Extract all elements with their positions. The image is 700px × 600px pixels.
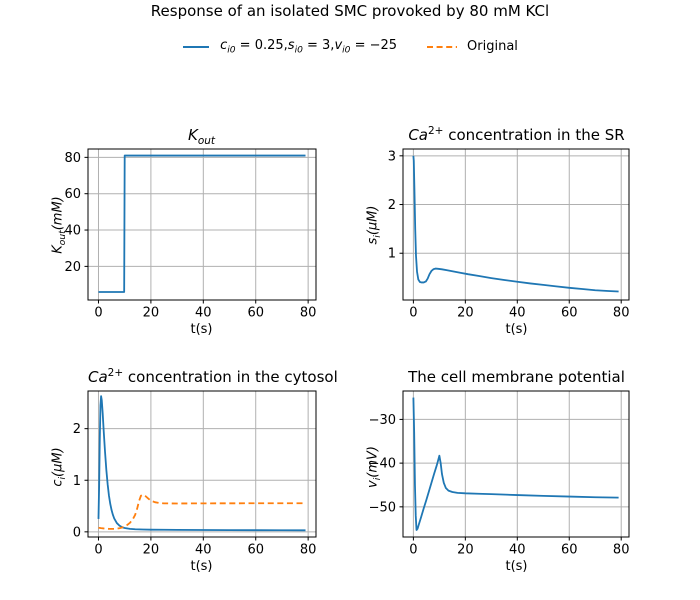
series-group — [98, 154, 306, 293]
grid — [403, 149, 629, 300]
legend-math-eq2: = 3, — [302, 38, 335, 53]
legend-dashed-line-icon — [427, 45, 458, 48]
axes-frame — [402, 148, 630, 301]
legend-math-v-sub: i0 — [342, 45, 351, 56]
legend-math-v: v — [334, 38, 343, 53]
figure-legend: ci0 = 0.25,si0 = 3,vi0 = −25 Original — [0, 38, 700, 56]
series-line-solid — [98, 154, 306, 293]
x-tick-label: 20 — [457, 543, 474, 558]
x-tick-label: 60 — [247, 306, 264, 321]
legend-math-eq3: = −25 — [350, 38, 398, 53]
x-tick-label: 0 — [94, 543, 102, 558]
x-tick-label: 0 — [94, 306, 102, 321]
y-tick-label: 20 — [64, 260, 81, 275]
x-tick-label: 20 — [457, 306, 474, 321]
x-tick-label: 40 — [509, 306, 526, 321]
subplot-membrane-title: The cell membrane potential — [403, 367, 630, 387]
title-text: The cell membrane potential — [408, 368, 625, 386]
title-sub: out — [197, 135, 216, 147]
y-tick-label: 1 — [73, 474, 81, 489]
title-text: concentration in the cytosol — [123, 368, 338, 386]
figure-title: Response of an isolated SMC provoked by … — [150, 2, 550, 20]
grid — [88, 391, 316, 537]
x-tick-label: 60 — [561, 306, 578, 321]
y-tick-label: 1 — [388, 247, 396, 262]
y-tick-label: 2 — [73, 422, 81, 437]
x-tick-label: 80 — [300, 306, 317, 321]
y-tick-label: −30 — [369, 413, 396, 428]
subplot-sr-title: Ca2+ concentration in the SR — [403, 125, 630, 145]
legend-entry-simulation: ci0 = 0.25,si0 = 3,vi0 = −25 — [182, 38, 397, 56]
title-sup: 2+ — [427, 125, 444, 137]
series-group — [412, 155, 619, 293]
y-tick-label: 60 — [64, 187, 81, 202]
series-line-solid — [412, 155, 619, 293]
subplot-kout: Kout Kout(mM) 0 20 40 60 80 20 40 60 80 t(s) — [30, 124, 350, 359]
axes-frame — [87, 390, 317, 538]
subplot-sr-calcium: Ca2+ concentration in the SR si(μM) 0 20 4… — [345, 124, 690, 359]
title-text: concentration in the SR — [443, 126, 625, 144]
x-tick-label: 60 — [247, 543, 264, 558]
subplot-cytosol-xlabel: t(s) — [190, 559, 213, 574]
ticks: 0 20 40 60 80 20 40 60 80 — [64, 151, 316, 321]
subplot-kout-plot-area: 0 20 40 60 80 20 40 60 80 — [64, 148, 317, 321]
legend-label-simulation: ci0 = 0.25,si0 = 3,vi0 = −25 — [220, 38, 397, 56]
x-tick-label: 80 — [300, 543, 317, 558]
series-line-solid — [97, 395, 306, 532]
x-tick-label: 40 — [509, 543, 526, 558]
axes-frame — [402, 390, 630, 538]
subplot-cytosol-calcium: Ca2+ concentration in the cytosol ci(μM)… — [30, 366, 350, 600]
series-group — [97, 395, 306, 532]
x-tick-label: 20 — [143, 306, 160, 321]
subplot-kout-xlabel: t(s) — [190, 322, 213, 337]
x-tick-label: 20 — [143, 543, 160, 558]
ticks: 0 20 40 60 80 1 2 3 — [388, 149, 630, 320]
y-tick-label: 3 — [388, 149, 396, 164]
x-tick-label: 80 — [613, 543, 630, 558]
legend-solid-line-icon — [183, 45, 210, 48]
title-sup: 2+ — [107, 367, 124, 379]
y-tick-label: 0 — [73, 525, 81, 540]
grid — [88, 149, 316, 300]
legend-math-s: s — [287, 38, 295, 53]
y-tick-label: −40 — [369, 457, 396, 472]
y-tick-label: 80 — [64, 151, 81, 166]
subplot-sr-xlabel: t(s) — [505, 322, 528, 337]
title-math: Ca — [408, 126, 428, 144]
legend-label-original: Original — [467, 39, 518, 55]
subplot-kout-title: Kout — [88, 125, 315, 147]
subplot-membrane-plot-area: 0 20 40 60 80 −50 −40 −30 — [369, 390, 630, 558]
ticks: 0 20 40 60 80 0 1 2 — [73, 422, 317, 557]
subplot-cytosol-plot-area: 0 20 40 60 80 0 1 2 — [73, 390, 317, 558]
ticks: 0 20 40 60 80 −50 −40 −30 — [369, 413, 630, 558]
subplot-membrane-potential: The cell membrane potential vi(mV) 0 20 40… — [345, 366, 690, 600]
x-tick-label: 0 — [409, 306, 417, 321]
x-tick-label: 60 — [561, 543, 578, 558]
legend-math-c: c — [220, 38, 228, 53]
series-group — [412, 397, 619, 531]
x-tick-label: 80 — [613, 306, 630, 321]
legend-math-c-sub: i0 — [227, 45, 236, 56]
x-tick-label: 40 — [195, 543, 212, 558]
subplot-membrane-xlabel: t(s) — [505, 559, 528, 574]
subplot-cytosol-title: Ca2+ concentration in the cytosol — [88, 367, 338, 387]
y-tick-label: 2 — [388, 198, 396, 213]
title-math: Ca — [88, 368, 108, 386]
legend-entry-original: Original — [427, 39, 518, 54]
subplot-sr-plot-area: 0 20 40 60 80 1 2 3 — [388, 148, 630, 321]
axes-frame — [87, 148, 317, 301]
title-math: K — [187, 126, 198, 144]
y-tick-label: 40 — [64, 224, 81, 239]
x-tick-label: 0 — [409, 543, 417, 558]
legend-math-s-sub: i0 — [294, 45, 303, 56]
y-tick-label: −50 — [369, 500, 396, 515]
legend-math-eq1: = 0.25, — [235, 38, 288, 53]
series-line-solid — [412, 397, 619, 531]
series-line-dashed — [98, 493, 306, 530]
x-tick-label: 40 — [195, 306, 212, 321]
